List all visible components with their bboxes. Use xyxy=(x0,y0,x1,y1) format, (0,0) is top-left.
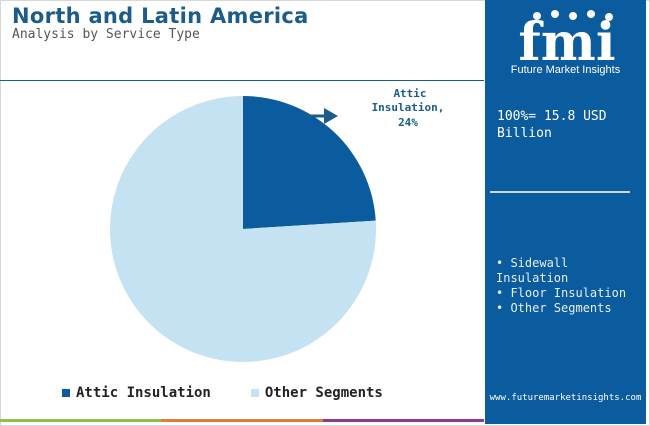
sidebar-divider xyxy=(490,191,630,193)
info-sidebar: fmi Future Market Insights 100%= 15.8 US… xyxy=(485,0,646,424)
legend-label-attic: Attic Insulation xyxy=(76,385,211,401)
fmi-logo: fmi xyxy=(518,10,616,73)
chart-legend: Attic Insulation Other Segments xyxy=(62,385,423,401)
title-divider xyxy=(0,80,484,81)
website-url[interactable]: www.futuremarketinsights.com xyxy=(489,393,642,403)
chart-title: North and Latin America xyxy=(12,4,309,28)
legend-item-attic: Attic Insulation xyxy=(62,385,211,401)
pie-chart: Attic Insulation, 24% xyxy=(110,87,445,362)
segment-item-sidewall: • Sidewall Insulation xyxy=(496,256,569,285)
bar-segment-green xyxy=(0,419,162,422)
annotation-line-1: Attic xyxy=(393,87,426,100)
legend-label-other: Other Segments xyxy=(264,385,383,401)
bar-segment-purple xyxy=(322,419,484,422)
legend-item-other: Other Segments xyxy=(250,385,383,401)
pie-slice-other-segments xyxy=(110,96,377,362)
logo-caption: Future Market Insights xyxy=(510,64,621,76)
annotation-arrow xyxy=(304,108,338,124)
bar-segment-orange xyxy=(161,419,323,422)
pie-slice-attic-insulation xyxy=(243,96,376,229)
logo-wordmark: fmi xyxy=(518,12,615,73)
segment-list: • Sidewall Insulation • Floor Insulation… xyxy=(496,256,644,316)
bottom-color-bar xyxy=(0,419,484,422)
market-total: 100%= 15.8 USD Billion xyxy=(497,109,607,141)
annotation-line-3: 24% xyxy=(398,116,418,129)
annotation-line-2: Insulation, xyxy=(372,101,445,114)
chart-subtitle: Analysis by Service Type xyxy=(12,27,200,42)
pie-slices xyxy=(110,96,377,362)
segment-item-other: • Other Segments xyxy=(496,301,612,315)
legend-swatch-other xyxy=(250,389,259,397)
segment-item-floor: • Floor Insulation xyxy=(496,286,627,300)
legend-swatch-attic xyxy=(62,389,70,397)
